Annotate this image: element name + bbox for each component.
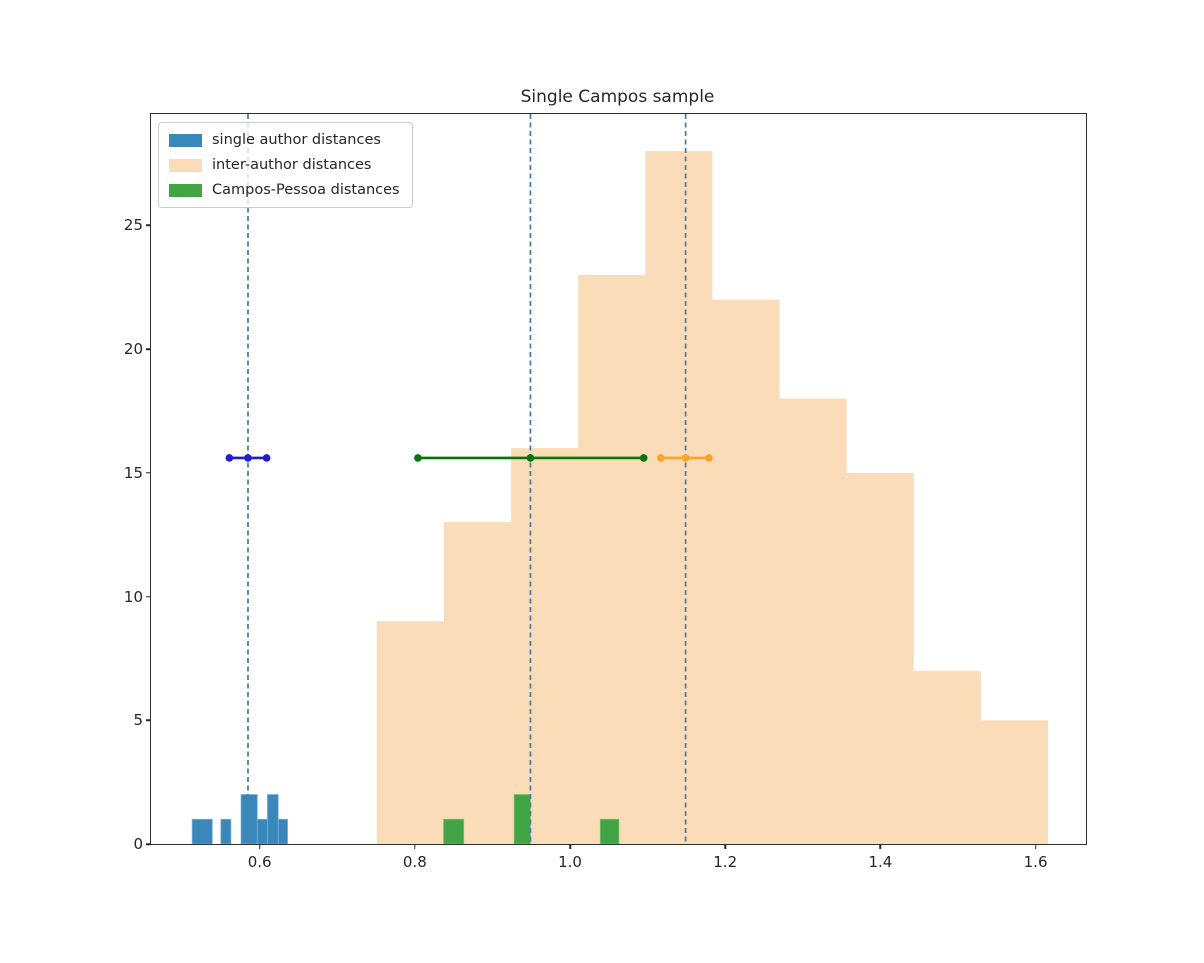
- single-author-mean-point: [225, 454, 234, 462]
- y-tick-mark: [146, 719, 151, 722]
- legend-swatch-single-author: [169, 133, 202, 147]
- campos-pessoa-mean-point: [414, 454, 422, 462]
- x-tick-label: 1.4: [868, 853, 893, 871]
- y-tick-mark: [146, 595, 151, 598]
- single-author-histogram-bar: [267, 794, 279, 844]
- legend: single author distances inter-author dis…: [158, 122, 413, 208]
- legend-label: single author distances: [212, 132, 381, 148]
- x-tick-mark: [414, 844, 416, 849]
- y-tick-mark: [146, 843, 151, 845]
- y-tick-mark: [146, 348, 151, 350]
- y-tick-label: 0: [133, 835, 143, 853]
- legend-item-campos-pessoa: Campos-Pessoa distances: [169, 180, 400, 200]
- single-author-histogram-bar: [220, 818, 232, 844]
- y-tick-label: 20: [123, 340, 143, 359]
- x-tick-mark: [258, 844, 261, 849]
- legend-swatch-inter-author: [169, 158, 202, 172]
- plot-area: single author distances inter-author dis…: [124, 113, 1087, 871]
- x-tick-mark: [569, 844, 571, 849]
- y-tick-label: 25: [123, 216, 143, 235]
- x-tick-label: 1.0: [558, 853, 582, 871]
- inter-author-histogram: [376, 151, 1048, 844]
- inter-author-mean-point: [705, 454, 713, 462]
- campos-pessoa-histogram-bar: [513, 794, 531, 844]
- chart-canvas: [191, 114, 1048, 844]
- y-tick-label: 15: [123, 463, 143, 482]
- campos-pessoa-mean-point: [526, 454, 535, 462]
- chart-title: Single Campos sample: [520, 87, 715, 107]
- campos-pessoa-histogram-bar: [599, 818, 620, 844]
- campos-pessoa-histogram-bar: [443, 818, 465, 844]
- x-tick-mark: [724, 844, 726, 849]
- legend-label: inter-author distances: [212, 157, 372, 173]
- x-tick-mark: [879, 844, 882, 849]
- x-tick-label: 0.6: [247, 853, 272, 871]
- campos-pessoa-mean-point: [639, 454, 648, 462]
- x-tick-label: 1.6: [1023, 853, 1048, 871]
- single-author-histogram-bar: [240, 794, 258, 844]
- legend-item-single-author: single author distances: [169, 130, 400, 150]
- y-tick-label: 5: [133, 711, 143, 730]
- single-author-histogram-bar: [277, 818, 288, 844]
- y-tick-mark: [146, 472, 151, 474]
- legend-label: Campos-Pessoa distances: [212, 182, 400, 198]
- legend-swatch-campos-pessoa: [169, 183, 202, 197]
- x-tick-label: 1.2: [713, 853, 738, 871]
- y-tick-label: 10: [123, 587, 143, 606]
- single-author-mean-point: [244, 454, 252, 462]
- inter-author-mean-point: [656, 454, 665, 462]
- single-author-mean-point: [262, 454, 271, 462]
- single-author-histogram-bar: [191, 818, 213, 844]
- legend-item-inter-author: inter-author distances: [169, 155, 400, 175]
- x-tick-label: 0.8: [402, 853, 427, 871]
- single-author-histogram-bar: [256, 818, 268, 844]
- y-tick-mark: [146, 224, 151, 227]
- inter-author-mean-point: [681, 454, 690, 462]
- x-tick-mark: [1034, 844, 1037, 849]
